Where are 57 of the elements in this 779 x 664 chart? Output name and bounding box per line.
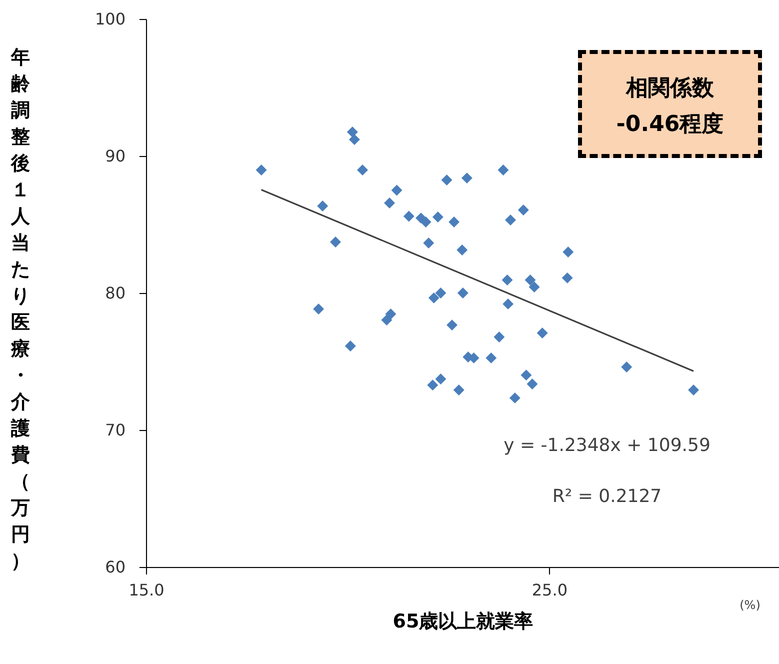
- annotation: y = -1.2348x + 109.59: [504, 435, 710, 456]
- point: [346, 126, 358, 138]
- point: [505, 214, 516, 226]
- point: [520, 370, 532, 381]
- x-tick-label: 15.0: [128, 580, 164, 600]
- point: [441, 174, 452, 186]
- point: [427, 380, 438, 391]
- point: [518, 204, 529, 216]
- point: [432, 211, 444, 222]
- point: [391, 184, 402, 196]
- point: [524, 274, 536, 286]
- point: [562, 246, 574, 258]
- point: [428, 292, 440, 304]
- y-tick-label: 90: [105, 146, 126, 166]
- point: [526, 378, 538, 390]
- point: [536, 328, 548, 338]
- point: [456, 244, 468, 256]
- point: [494, 332, 505, 342]
- point: [403, 210, 414, 222]
- point: [446, 320, 458, 331]
- point: [688, 384, 699, 396]
- point: [348, 134, 360, 146]
- point: [384, 198, 395, 208]
- y-tick-label: 100: [94, 10, 126, 28]
- point: [528, 281, 540, 292]
- point: [344, 340, 356, 352]
- y-tick-label: 70: [105, 420, 126, 440]
- annotation: R² = 0.2127: [552, 486, 662, 507]
- y-tick-label: 60: [105, 558, 126, 576]
- x-axis-title: 65歳以上就業率: [392, 610, 534, 632]
- point: [381, 314, 392, 326]
- point: [498, 164, 509, 176]
- x-tick-label: 25.0: [532, 580, 568, 600]
- point: [423, 238, 434, 248]
- point: [420, 216, 432, 228]
- point: [502, 298, 514, 310]
- point: [317, 200, 328, 212]
- point: [621, 362, 632, 372]
- point: [562, 272, 573, 284]
- text: 年齢調整後１人当たり医療・介護費（万円）: [11, 46, 30, 572]
- point: [448, 216, 460, 228]
- text: (%): [740, 598, 760, 612]
- point: [435, 288, 446, 298]
- point: [385, 308, 396, 320]
- y-tick-label: 80: [105, 284, 126, 302]
- point: [486, 352, 497, 364]
- point: [457, 288, 468, 298]
- point: [357, 164, 368, 176]
- point: [509, 392, 520, 404]
- annotation: 相関係数 -0.46程度: [616, 76, 724, 137]
- point: [313, 304, 324, 315]
- point: [256, 164, 267, 176]
- point: [461, 172, 472, 184]
- point: [502, 274, 513, 286]
- point: [435, 374, 446, 385]
- point: [330, 236, 341, 248]
- point: [453, 384, 464, 396]
